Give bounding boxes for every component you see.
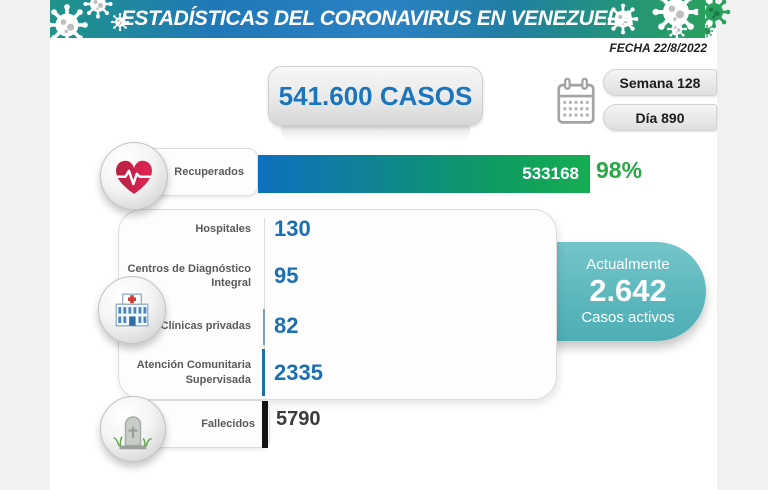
facility-value: 130 [274,215,311,241]
hospital-icon [115,293,149,327]
calendar-icon [557,77,595,124]
facility-label: Centros de Diagnóstico Integral [127,263,251,290]
divider [264,218,265,391]
facility-label: Atención Comunitaria Supervisada [136,359,251,386]
active-prefix: Actualmente [586,255,670,273]
deceased-value: 5790 [276,408,321,430]
facility-row: Atención Comunitaria Supervisada 2335 [119,347,556,399]
facility-row: Clínicas privadas 82 [119,305,556,347]
active-suffix: Casos activos [581,308,675,326]
facility-value: 2335 [274,359,323,385]
facility-label: Clínicas privadas [160,319,252,332]
deceased-circle [100,396,166,462]
day-label: Día 890 [635,109,685,126]
header-band: ESTADÍSTICAS DEL CORONAVIRUS EN VENEZUEL… [50,0,705,38]
facilities-panel: Hospitales 130 Centros de Diagnóstico In… [118,209,557,400]
facility-row: Hospitales 130 [119,210,556,248]
page-title: ESTADÍSTICAS DEL CORONAVIRUS EN VENEZUEL… [120,7,635,30]
recovered-value: 533168 [522,164,579,183]
tick-mark [263,309,265,345]
active-cases-badge: Actualmente 2.642 Casos activos [550,242,706,341]
recovered-label: Recuperados [174,166,244,178]
week-badge: Semana 128 [603,69,717,96]
heart-ekg-icon [116,160,152,194]
recovered-circle [100,142,168,210]
facility-label: Hospitales [195,222,251,235]
facility-value: 95 [274,263,299,289]
tick-mark [262,349,265,396]
recovered-percent: 98% [596,157,643,183]
report-date: FECHA 22/8/2022 [609,41,707,55]
total-cases-label: 541.600 CASOS [278,80,473,111]
slide: ESTADÍSTICAS DEL CORONAVIRUS EN VENEZUEL… [50,0,717,490]
week-label: Semana 128 [619,74,701,91]
facilities-circle [98,276,166,344]
deceased-label-box: Fallecidos [138,400,270,448]
deceased-bar [262,401,268,448]
tombstone-icon [113,416,152,450]
active-value: 2.642 [589,273,667,309]
facility-row: Centros de Diagnóstico Integral 95 [119,248,556,305]
deceased-label: Fallecidos [201,418,255,430]
facility-value: 82 [274,312,299,338]
day-badge: Día 890 [603,104,717,131]
virus-icon [700,24,714,38]
recovered-bar: 533168 [258,155,590,193]
total-cases-badge: 541.600 CASOS [268,66,483,142]
